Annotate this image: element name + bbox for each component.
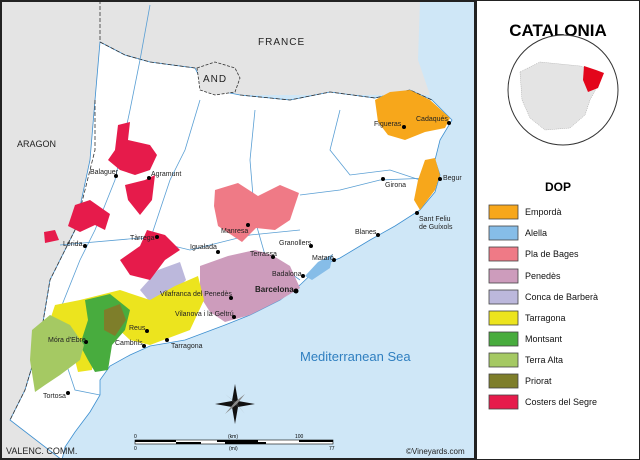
label-andorra: AND	[203, 74, 227, 85]
scale-mi-zero: 0	[134, 446, 137, 452]
legend-swatch	[488, 373, 519, 389]
region-priorat	[104, 304, 126, 336]
city-mataro: Mataró	[312, 255, 334, 262]
legend-swatch	[488, 352, 519, 368]
cities: Figueras Cadaqués Girona Begur Sant Feli…	[43, 116, 462, 400]
city-manresa: Manresa	[221, 228, 248, 235]
legend-item: Costers del Segre	[488, 394, 597, 410]
city-cambrils: Cambrils	[115, 340, 143, 347]
label-sea: Mediterranean Sea	[300, 349, 411, 364]
legend-label: Alella	[525, 228, 547, 238]
legend-swatch	[488, 289, 519, 305]
city-sant-feliu: Sant Feliu	[419, 216, 451, 223]
scale-km-zero: 0	[134, 434, 137, 440]
city-reus: Reus	[129, 325, 146, 332]
credit: ©Vineyards.com	[406, 447, 465, 456]
legend-item: Terra Alta	[488, 352, 563, 368]
city-cadaques: Cadaqués	[416, 116, 448, 123]
region-penedes	[200, 250, 300, 322]
region-conca-de-barbera	[140, 262, 186, 302]
legend-label: Empordà	[525, 207, 562, 217]
legend-label: Penedès	[525, 271, 561, 281]
dop-regions	[30, 90, 450, 392]
region-alella	[305, 254, 333, 280]
legend-swatch	[488, 268, 519, 284]
legend-swatch	[488, 394, 519, 410]
legend-item: Penedès	[488, 268, 561, 284]
city-barcelona: Barcelona	[255, 285, 294, 294]
legend-item: Tarragona	[488, 310, 566, 326]
legend-heading: DOP	[545, 180, 571, 194]
region-terra-alta	[30, 315, 84, 392]
region-pla-de-bages	[214, 183, 299, 242]
legend-label: Tarragona	[525, 313, 566, 323]
city-begur: Begur	[443, 175, 462, 182]
legend-label: Pla de Bages	[525, 249, 579, 259]
map-title: CATALONIA	[509, 21, 607, 40]
legend-item: Montsant	[488, 331, 563, 347]
scale-bar: 0 (km) 100 0 (mi) 77	[134, 434, 335, 452]
scale-km-unit: (km)	[228, 434, 238, 440]
city-terrassa: Terrassa	[250, 251, 277, 258]
city-blanes: Blanes	[355, 229, 377, 236]
label-france: FRANCE	[258, 37, 305, 48]
legend-item: Priorat	[488, 373, 552, 389]
legend-item: Pla de Bages	[488, 246, 579, 262]
city-vilafranca: Vilafranca del Penedès	[160, 291, 232, 298]
city-granollers: Granollers	[279, 240, 312, 247]
scale-mi-max: 77	[329, 446, 335, 452]
city-vilanova: Vilanova i la Geltrú	[175, 311, 234, 318]
city-figueres: Figueras	[374, 121, 402, 128]
city-lleida: Lérida	[63, 241, 83, 248]
legend-swatch	[488, 310, 519, 326]
city-tarrega: Tàrrega	[130, 235, 155, 242]
city-tortosa: Tortosa	[43, 393, 66, 400]
label-aragon: ARAGON	[17, 139, 56, 149]
city-balaguer: Balaguer	[90, 169, 119, 176]
scale-km-max: 100	[295, 434, 304, 440]
legend: Empordà Alella Pla de Bages Penedès Conca de…	[488, 204, 598, 410]
city-mora-debre: Móra d'Ebre	[48, 337, 86, 344]
region-costers-del-segre	[44, 122, 180, 280]
border-line	[9, 0, 433, 421]
legend-label: Montsant	[525, 334, 563, 344]
legend-swatch	[488, 331, 519, 347]
legend-swatch	[488, 204, 519, 220]
city-tarragona: Tarragona	[171, 343, 203, 350]
legend-label: Conca de Barberà	[525, 292, 598, 302]
compass-rose-icon	[215, 384, 255, 424]
city-sant-feliu-2: de Guíxols	[419, 224, 453, 231]
legend-swatch	[488, 246, 519, 262]
scale-mi-unit: (mi)	[229, 446, 238, 452]
legend-swatch	[488, 225, 519, 241]
city-igualada: Igualada	[190, 244, 217, 251]
legend-label: Terra Alta	[525, 355, 563, 365]
legend-label: Priorat	[525, 376, 552, 386]
label-valencia: VALENC. COMM.	[6, 446, 77, 456]
city-badalona: Badalona	[272, 271, 302, 278]
legend-item: Conca de Barberà	[488, 289, 598, 305]
city-agramunt: Agramunt	[151, 171, 181, 178]
region-emporda	[375, 90, 450, 210]
legend-label: Costers del Segre	[525, 397, 597, 407]
andorra	[196, 61, 241, 96]
city-girona: Girona	[385, 182, 406, 189]
legend-item: Alella	[488, 225, 547, 241]
legend-item: Empordà	[488, 204, 562, 220]
locator-inset	[507, 34, 619, 146]
